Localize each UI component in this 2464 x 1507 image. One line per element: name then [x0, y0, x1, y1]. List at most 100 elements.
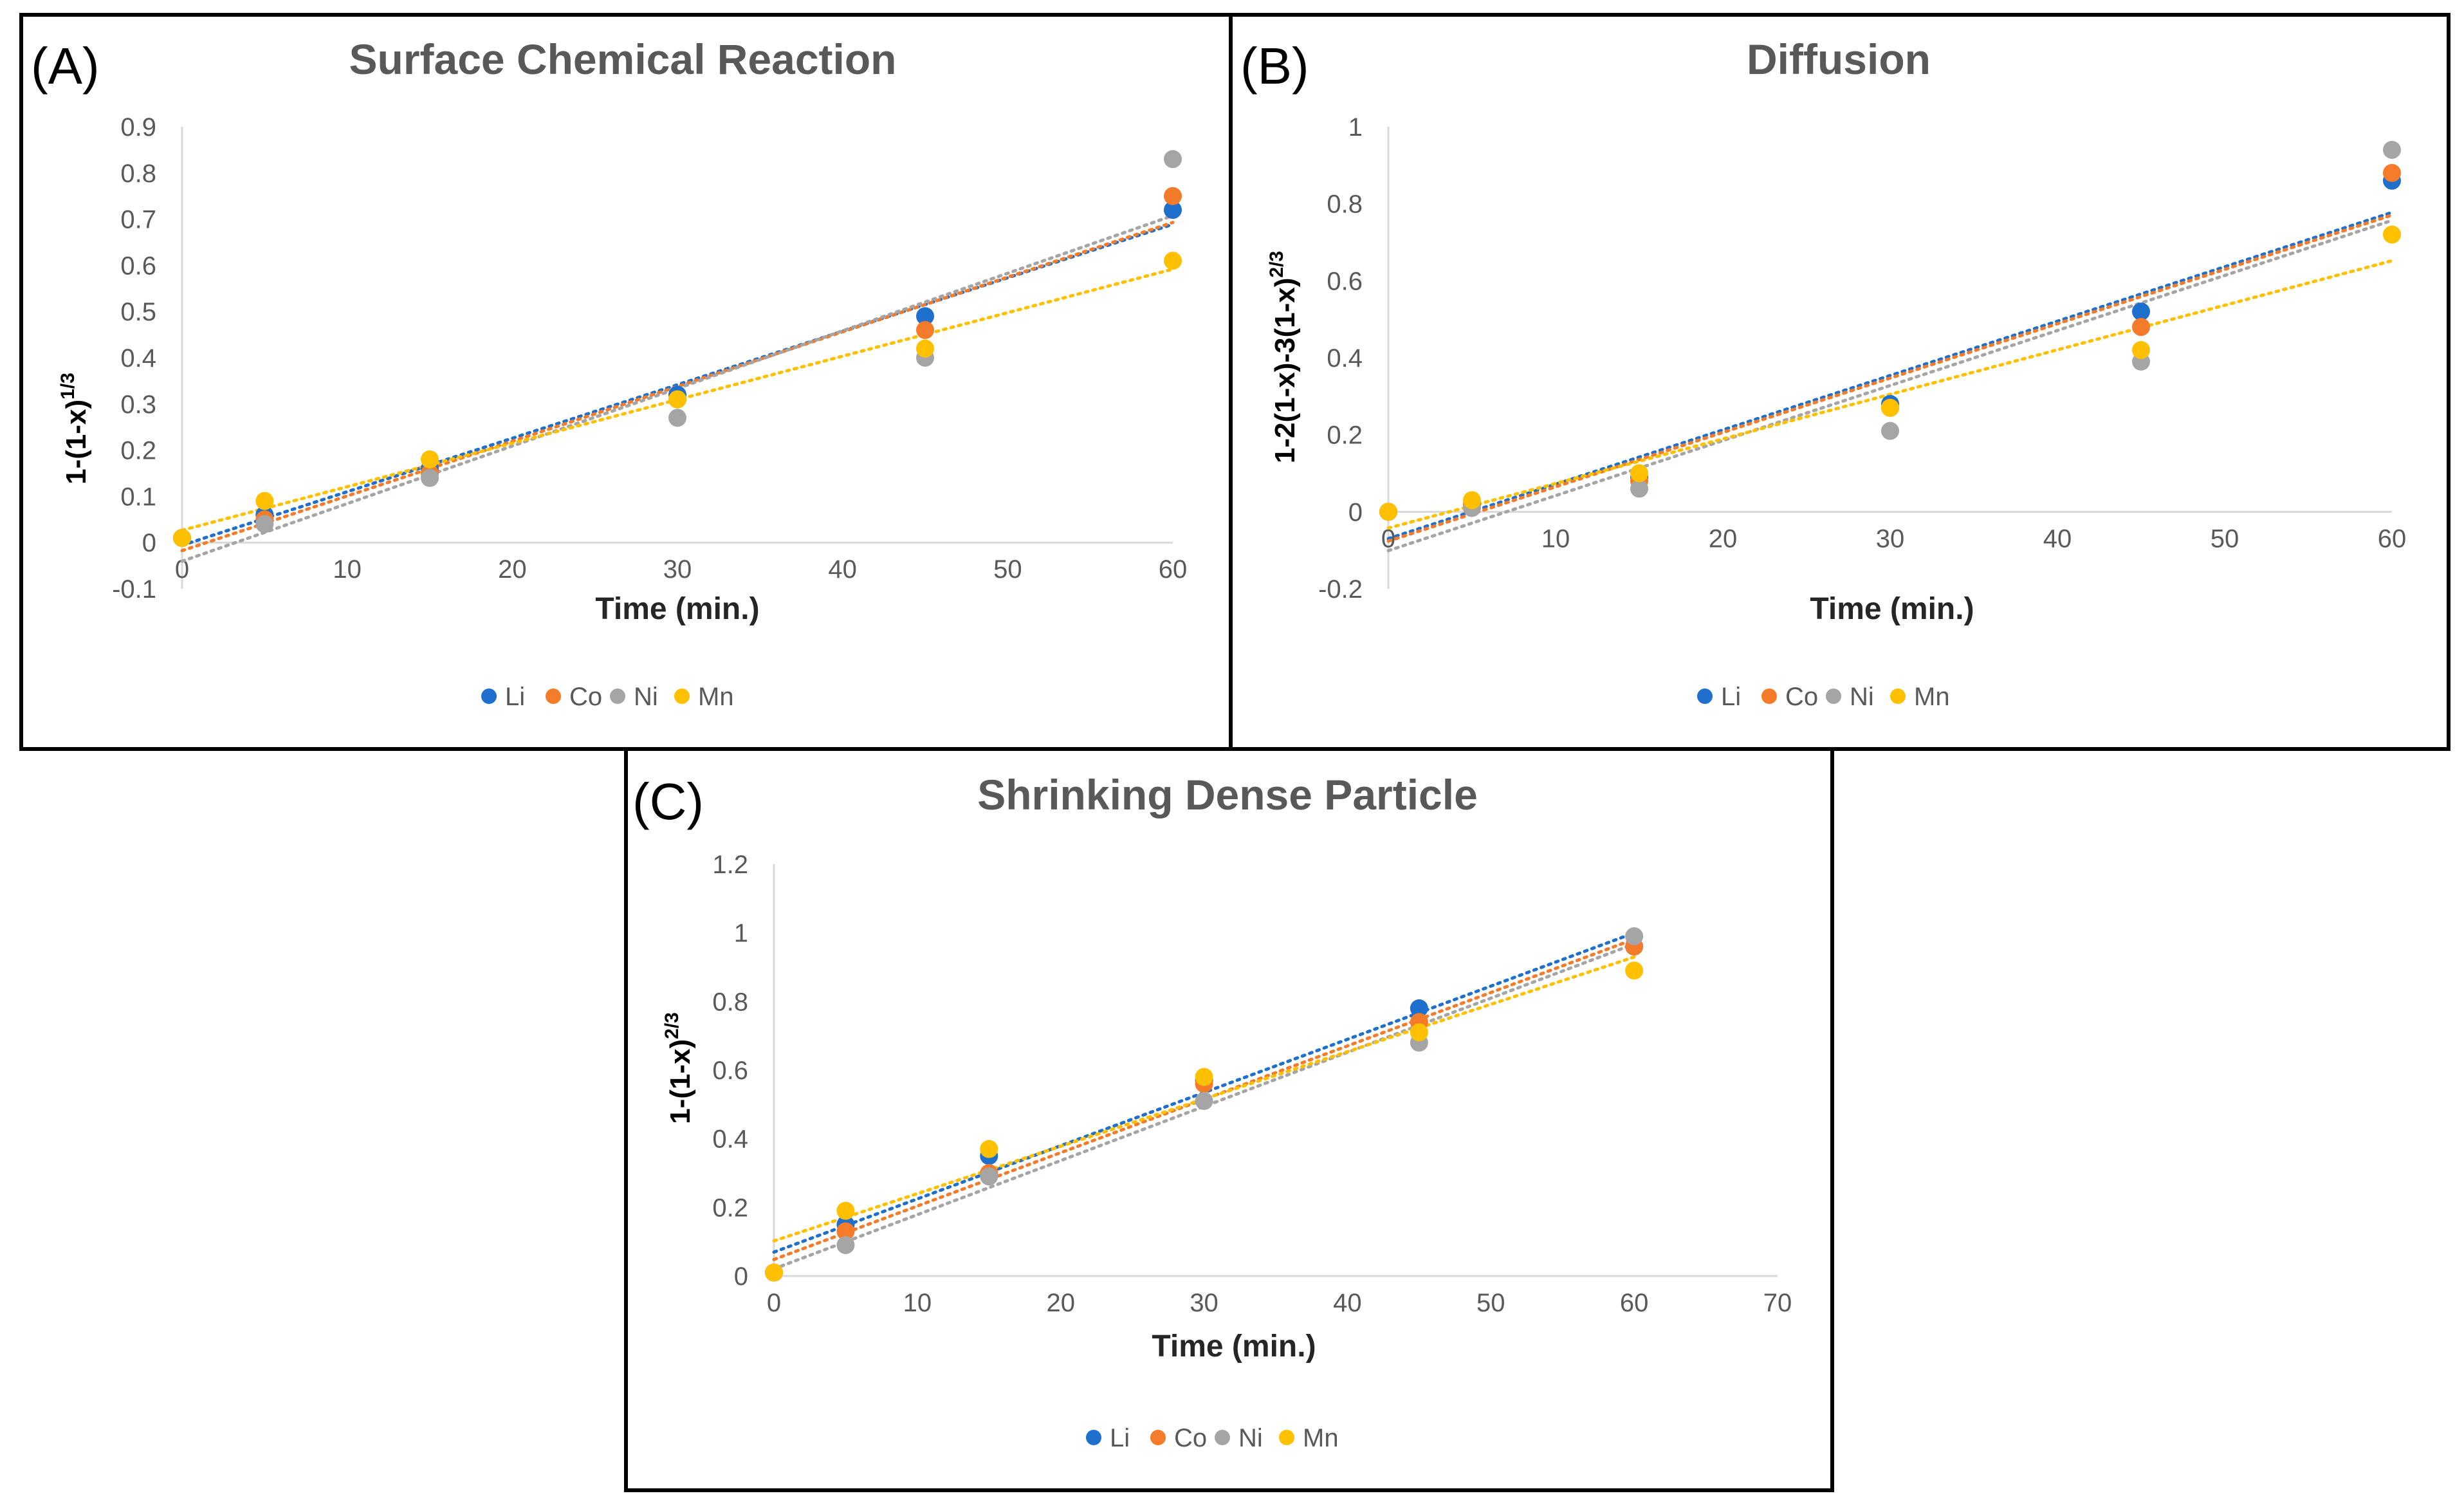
panel-c-x-tick-label: 70 [1763, 1289, 1792, 1317]
panel-a-x-tick-label: 10 [333, 555, 362, 584]
panel-a-point-mn [421, 450, 439, 468]
panel-a-legend-label-co: Co [569, 683, 602, 711]
panel-b-point-mn [1881, 398, 1899, 417]
panel-a-x-tick-label: 50 [993, 555, 1022, 584]
panel-a-y-tick-label: 0.4 [120, 344, 156, 373]
panel-c-legend-marker-co [1150, 1430, 1166, 1445]
panel-b-trendline-mn [1386, 259, 2394, 530]
panel-a-plot: -0.1 0 0.1 0.2 0.3 0.4 0.5 0.6 0.7 0.8 0.9 0 10 20 30 4… [112, 113, 1187, 604]
panel-c-x-tick-label: 30 [1190, 1289, 1218, 1317]
panel-c-point-ni [836, 1236, 855, 1254]
panel-c-plot: 0 0.2 0.4 0.6 0.8 1 1.2 0 10 20 30 40 50 60 70 [712, 851, 1792, 1317]
panel-a-point-li [916, 307, 934, 326]
panel-b-point-co [2383, 163, 2401, 182]
panel-c-legend-label-ni: Ni [1238, 1424, 1263, 1452]
panel-c-y-tick-label: 1 [734, 920, 748, 948]
panel-a-title: Surface Chemical Reaction [349, 35, 897, 83]
panel-a-point-ni [1164, 150, 1182, 169]
panel-c-legend-marker-mn [1279, 1430, 1294, 1445]
panel-a-legend-label-mn: Mn [698, 683, 734, 711]
panel-b-y-tick-label: 1 [1348, 113, 1363, 142]
panel-a-y-tick-label: 0.3 [120, 391, 156, 419]
panel-a: (A) Surface Chemical Reaction -0.1 0 0.1 0.… [19, 13, 1233, 751]
panel-a-point-ni [255, 515, 274, 533]
panel-a-legend-label-li: Li [505, 683, 525, 711]
panel-c-x-tick-label: 40 [1333, 1289, 1362, 1317]
panel-c-point-ni [980, 1167, 998, 1186]
panel-c-point-mn [765, 1263, 783, 1282]
panel-b-legend-label-co: Co [1785, 683, 1818, 711]
panel-a-frame [19, 13, 1233, 751]
panel-c-x-tick-label: 20 [1046, 1289, 1075, 1317]
panel-b-legend-label-ni: Ni [1850, 683, 1874, 711]
panel-a-y-axis-label-main: 1-(1-x) [60, 400, 92, 485]
panel-b-y-tick-label: 0.2 [1327, 421, 1363, 450]
panel-a-point-mn [173, 529, 191, 548]
panel-a-legend-marker-co [546, 689, 561, 704]
panel-b-x-axis-label: Time (min.) [1810, 592, 1974, 626]
panel-b-plot: -0.200.20.40.60.810 10 20 30 40 50 60 [1318, 113, 2406, 604]
panel-c-point-mn [1410, 1023, 1428, 1042]
panel-a-x-tick-label: 60 [1159, 555, 1188, 584]
panel-b-legend: Li Co Ni Mn [1697, 683, 1950, 711]
panel-a-point-co [916, 320, 934, 339]
panel-c-frame [624, 747, 1834, 1492]
panel-a-point-mn [916, 339, 934, 358]
panel-a-y-tick-label: 0.6 [120, 252, 156, 280]
panel-b-label: (B) [1240, 37, 1309, 95]
panel-a-point-co [1164, 187, 1182, 205]
panel-b: (B) Diffusion -0.200.20.40.60.810 10 20 30 4… [1229, 13, 2450, 751]
panel-b-point-mn [2383, 225, 2401, 244]
panel-c-y-tick-label: 0.4 [712, 1125, 748, 1154]
panel-b-y-tick-label: 0 [1348, 498, 1363, 526]
panel-b-legend-marker-ni [1826, 689, 1841, 704]
panel-a-legend-marker-ni [610, 689, 625, 704]
panel-a-y-tick-label: 0.5 [120, 298, 156, 326]
panel-b-title: Diffusion [1747, 35, 1931, 83]
panel-a-label: (A) [31, 37, 100, 95]
panel-c-x-tick-label: 0 [767, 1289, 781, 1317]
panel-c-y-tick-label: 0.6 [712, 1057, 748, 1085]
panel-a-y-axis-label: 1-(1-x)1/3 [57, 373, 92, 485]
panel-a-y-axis-label-sup: 1/3 [57, 373, 78, 400]
panel-c-legend-label-mn: Mn [1303, 1424, 1339, 1452]
panel-b-point-mn [2132, 341, 2150, 360]
panel-c: (C) Shrinking Dense Particle 00.20.40.60… [624, 747, 1834, 1492]
panel-a-point-li [1164, 201, 1182, 219]
panel-b-y-tick-label: -0.2 [1318, 575, 1363, 604]
panel-b-trendline-li [1386, 210, 2394, 541]
panel-b-y-axis-label-sup: 2/3 [1266, 251, 1287, 278]
panel-b-x-tick-label: 60 [2378, 524, 2407, 553]
panel-b-point-mn [1379, 503, 1397, 521]
panel-a-point-mn [668, 390, 686, 409]
panel-c-legend-marker-ni [1215, 1430, 1230, 1445]
panel-a-y-tick-label: -0.1 [112, 575, 156, 604]
panel-a-y-tick-label: 0 [142, 529, 156, 557]
panel-a-point-ni [668, 409, 686, 427]
panel-b-point-ni [1630, 479, 1648, 498]
panel-a-legend: Li Co Ni Mn [481, 683, 734, 711]
panel-a-point-ni [421, 468, 439, 487]
panel-a-y-tick-label: 0.9 [120, 113, 156, 142]
panel-a-legend-marker-mn [674, 689, 690, 704]
panel-b-trendline-ni [1386, 219, 2394, 553]
panel-c-x-tick-label: 50 [1476, 1289, 1505, 1317]
panel-b-y-axis-label: 1-2(1-x)-3(1-x)2/3 [1266, 251, 1301, 463]
panel-a-x-tick-label: 0 [175, 555, 189, 584]
panel-a-x-tick-label: 30 [663, 555, 692, 584]
panel-b-x-tick-label: 10 [1541, 524, 1570, 553]
panel-a-y-tick-label: 0.1 [120, 483, 156, 511]
panel-c-y-axis-label: 1-(1-x)2/3 [661, 1012, 696, 1124]
panel-b-point-ni [2383, 140, 2401, 159]
panel-c-point-mn [1625, 961, 1644, 980]
panel-b-legend-marker-li [1697, 689, 1713, 704]
panel-c-y-tick-label: 0.2 [712, 1194, 748, 1222]
panel-c-y-tick-label: 0.8 [712, 988, 748, 1016]
panel-c-x-tick-label: 10 [903, 1289, 932, 1317]
panel-b-legend-marker-co [1761, 689, 1777, 704]
panel-c-point-mn [980, 1140, 998, 1158]
panel-c-y-tick-label: 0 [734, 1262, 748, 1291]
panel-b-x-tick-label: 50 [2211, 524, 2239, 553]
panel-c-legend-marker-li [1086, 1430, 1101, 1445]
panel-b-legend-label-li: Li [1721, 683, 1741, 711]
